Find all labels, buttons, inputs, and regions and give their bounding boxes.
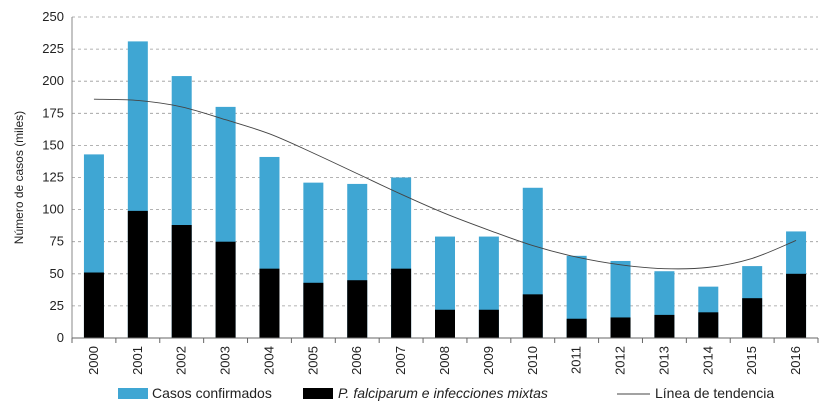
legend-swatch-casos-confirmados xyxy=(118,388,148,399)
x-tick-label: 2006 xyxy=(349,346,364,375)
y-tick-label: 125 xyxy=(42,170,64,185)
x-tick-label: 2010 xyxy=(525,346,540,375)
bar-falciparum-2004 xyxy=(259,268,280,338)
bar-falciparum-2002 xyxy=(171,225,192,338)
bar-casos-confirmados-2011 xyxy=(566,255,587,338)
x-tick-label: 2002 xyxy=(174,346,189,375)
y-axis: 0 25 50 75 100 125 150 175 200 225 250 xyxy=(42,9,73,345)
bar-falciparum-2010 xyxy=(522,294,543,338)
bar-falciparum-2005 xyxy=(303,282,324,338)
bar-falciparum-2014 xyxy=(698,312,719,338)
bar-falciparum-2006 xyxy=(347,280,368,338)
x-tick-label: 2015 xyxy=(744,346,759,375)
x-tick-label: 2012 xyxy=(613,346,628,375)
x-tick-label: 2014 xyxy=(700,346,715,375)
bar-falciparum-2013 xyxy=(654,314,675,338)
legend-swatch-falciparum xyxy=(303,388,333,399)
y-tick-label: 25 xyxy=(50,298,64,313)
x-axis: 2000 2001 2002 2003 2004 2005 2006 2007 2008 2009… xyxy=(71,337,819,375)
y-tick-label: 225 xyxy=(42,41,64,56)
y-tick-label: 50 xyxy=(50,266,64,281)
bar-falciparum-2003 xyxy=(215,241,236,338)
x-tick-label: 2001 xyxy=(130,346,145,375)
x-tick-label: 2011 xyxy=(569,346,584,374)
bar-falciparum-2011 xyxy=(566,318,587,338)
x-tick-label: 2013 xyxy=(656,346,671,375)
trend-line xyxy=(93,98,797,270)
y-tick-label: 0 xyxy=(57,330,64,345)
y-tick-label: 150 xyxy=(42,137,64,152)
y-tick-label: 200 xyxy=(42,73,64,88)
y-axis-label: Número de casos (miles) xyxy=(12,111,26,244)
x-tick-label: 2000 xyxy=(86,346,101,375)
bar-falciparum-2001 xyxy=(127,210,148,338)
x-tick-label: 2008 xyxy=(437,346,452,375)
x-tick-label: 2005 xyxy=(305,346,320,375)
legend-label-casos-confirmados: Casos confirmados xyxy=(152,385,272,401)
bar-falciparum-2000 xyxy=(83,272,104,338)
x-tick-label: 2004 xyxy=(261,346,276,375)
x-tick-label: 2016 xyxy=(788,346,803,375)
bars xyxy=(83,41,807,339)
bar-falciparum-2007 xyxy=(391,268,412,338)
bar-falciparum-2008 xyxy=(435,309,455,338)
y-tick-label: 250 xyxy=(42,9,64,24)
y-tick-label: 175 xyxy=(42,105,64,120)
x-tick-label: 2009 xyxy=(481,346,496,375)
x-tick-label: 2007 xyxy=(393,346,408,375)
bar-falciparum-2015 xyxy=(742,298,763,338)
legend-label-falciparum: P. falciparum e infecciones mixtas xyxy=(338,385,548,401)
legend-label-trend-line: Línea de tendencia xyxy=(655,385,774,401)
bar-falciparum-2009 xyxy=(478,309,499,338)
y-tick-label: 75 xyxy=(50,234,64,249)
x-tick-label: 2003 xyxy=(218,346,233,375)
bar-falciparum-2012 xyxy=(610,317,631,338)
bar-falciparum-2016 xyxy=(786,273,807,338)
y-tick-label: 100 xyxy=(42,202,64,217)
legend: Casos confirmados P. falciparum e infecc… xyxy=(118,385,774,401)
